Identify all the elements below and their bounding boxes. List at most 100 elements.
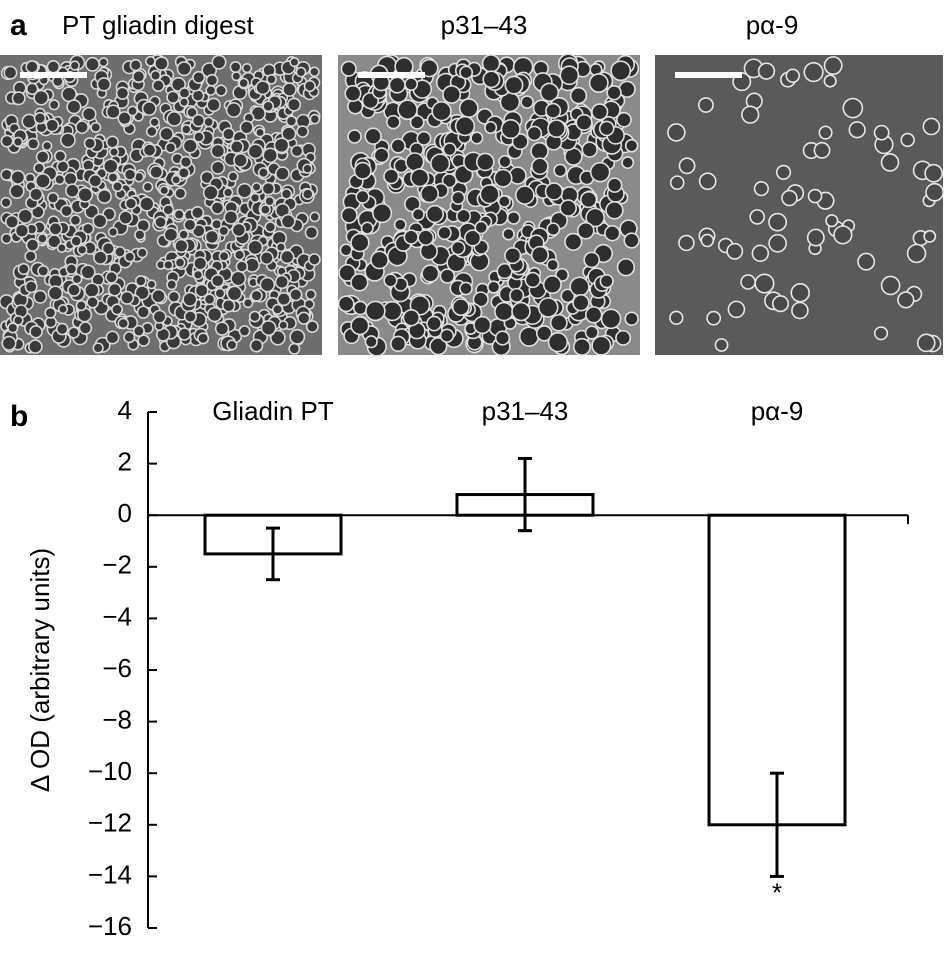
- category-label: Gliadin PT: [212, 396, 333, 426]
- cell: [151, 288, 166, 304]
- cell: [134, 229, 146, 241]
- cell: [741, 105, 760, 124]
- cell: [176, 61, 192, 77]
- cell: [583, 251, 601, 269]
- cell: [442, 142, 457, 157]
- cell: [340, 60, 357, 77]
- cell: [248, 310, 261, 323]
- cell: [714, 338, 729, 352]
- cell: [107, 226, 119, 238]
- cell: [7, 322, 19, 334]
- cell: [10, 169, 26, 185]
- cell: [78, 321, 93, 335]
- cell: [96, 188, 112, 205]
- cell: [60, 204, 74, 218]
- cell: [842, 97, 864, 119]
- cell: [547, 332, 569, 353]
- cell: [166, 111, 183, 127]
- cell: [873, 326, 889, 341]
- cell: [706, 310, 722, 326]
- cell: [191, 113, 206, 128]
- cell: [347, 129, 362, 144]
- cell: [610, 60, 632, 82]
- cell: [105, 135, 119, 149]
- cell: [249, 192, 261, 204]
- error-bar: [266, 526, 280, 582]
- cell: [225, 102, 242, 118]
- cell: [740, 274, 756, 290]
- cell: [441, 173, 457, 189]
- cell: [139, 196, 155, 212]
- cell: [85, 56, 100, 72]
- cell: [775, 164, 792, 180]
- cell: [242, 297, 254, 309]
- cell: [24, 280, 38, 294]
- cell: [70, 235, 83, 247]
- cell: [205, 73, 219, 87]
- cell: [259, 276, 276, 293]
- cell: [129, 58, 142, 72]
- cell: [504, 75, 524, 95]
- cell: [60, 132, 76, 149]
- cell: [262, 100, 275, 113]
- cell: [136, 247, 148, 259]
- cell: [67, 283, 81, 297]
- cell: [539, 82, 560, 102]
- cell: [726, 242, 744, 260]
- y-tick-label: −10: [88, 756, 132, 786]
- cell: [416, 130, 432, 146]
- cell: [572, 337, 591, 356]
- cell: [260, 319, 277, 336]
- cell: [264, 195, 275, 207]
- cell: [218, 225, 230, 237]
- cell: [768, 233, 787, 253]
- cell: [727, 300, 746, 319]
- cell: [272, 303, 284, 315]
- cell: [439, 268, 456, 284]
- cell: [11, 91, 26, 106]
- cell: [9, 183, 25, 200]
- y-tick-label: −14: [88, 859, 132, 889]
- cell: [233, 249, 246, 261]
- cell: [194, 283, 209, 298]
- cell: [383, 168, 400, 185]
- cell: [897, 291, 915, 309]
- cell: [624, 138, 639, 153]
- cell: [818, 125, 833, 140]
- cell: [146, 279, 157, 290]
- cell: [509, 287, 525, 303]
- cell: [431, 101, 452, 122]
- cell: [458, 98, 479, 118]
- cell: [152, 309, 167, 324]
- cell: [575, 113, 593, 132]
- cell: [360, 221, 374, 235]
- cell: [484, 120, 498, 135]
- cell: [177, 327, 192, 341]
- cell: [115, 86, 130, 100]
- cell: [353, 161, 372, 180]
- cell: [90, 121, 102, 133]
- cell: [174, 257, 186, 269]
- error-bar: [518, 456, 532, 533]
- cell: [848, 121, 866, 139]
- cell: [17, 208, 34, 224]
- cell: [149, 165, 164, 180]
- cell: [437, 225, 452, 241]
- cell: [178, 87, 191, 100]
- cell: [249, 338, 264, 353]
- cell: [145, 55, 156, 67]
- y-tick-label: 2: [118, 446, 132, 476]
- cell: [295, 66, 307, 78]
- cell: [275, 241, 287, 253]
- cell: [145, 125, 158, 138]
- cell: [373, 147, 390, 164]
- cell: [37, 265, 50, 277]
- y-tick-label: −2: [102, 550, 132, 580]
- cell: [585, 207, 606, 228]
- cell: [426, 315, 442, 332]
- cell: [81, 222, 95, 235]
- cell: [823, 56, 843, 75]
- cell: [365, 300, 386, 322]
- cell: [289, 328, 306, 345]
- cell: [63, 171, 78, 186]
